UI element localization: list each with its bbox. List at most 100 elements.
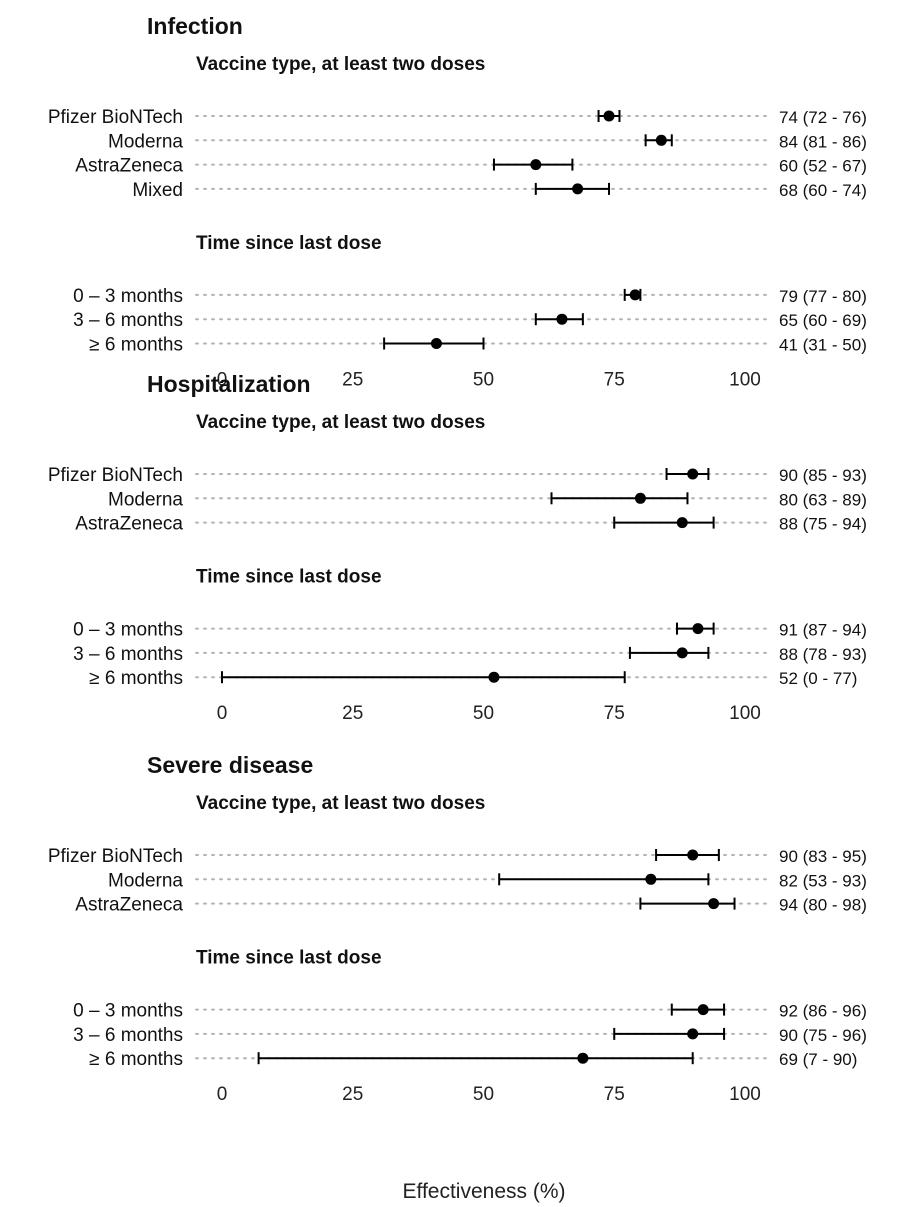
forest-row: AstraZeneca 94 (80 - 98) [75, 895, 867, 916]
forest-panels: Infection Vaccine type, at least two dose… [48, 13, 867, 1105]
x-tick-label: 50 [473, 1084, 494, 1105]
forest-row: Moderna 82 (53 - 93) [108, 870, 867, 891]
panel-1: Infection Vaccine type, at least two dose… [48, 13, 867, 391]
row-value: 91 (87 - 94) [779, 621, 867, 640]
row-label: Pfizer BioNTech [48, 107, 183, 128]
point-estimate [676, 647, 688, 659]
x-tick-label: 50 [473, 703, 494, 724]
point-estimate [634, 492, 646, 504]
x-tick-label: 75 [604, 370, 625, 391]
forest-row: Pfizer BioNTech 74 (72 - 76) [48, 107, 867, 128]
row-label: AstraZeneca [75, 895, 183, 916]
row-label: Moderna [108, 489, 183, 510]
x-tick-label: 75 [604, 1084, 625, 1105]
point-estimate [530, 159, 542, 171]
row-value: 80 (63 - 89) [779, 490, 867, 509]
forest-row: 3 – 6 months 65 (60 - 69) [73, 310, 867, 331]
x-tick-label: 100 [729, 1084, 761, 1105]
panel-title: Hospitalization [147, 371, 311, 397]
forest-row: ≥ 6 months 41 (31 - 50) [89, 335, 867, 356]
point-estimate [655, 134, 667, 146]
forest-row: 0 – 3 months 79 (77 - 80) [73, 286, 867, 307]
row-group: Time since last dose 0 – 3 months 91 (87 -… [73, 567, 867, 690]
point-estimate [687, 1028, 699, 1040]
row-label: Pfizer BioNTech [48, 846, 183, 867]
group-title: Time since last dose [196, 567, 382, 588]
group-title: Time since last dose [196, 233, 382, 254]
x-axis: 0 25 50 75 100 [217, 370, 761, 391]
x-axis-title: Effectiveness (%) [402, 1180, 565, 1203]
forest-row: 0 – 3 months 91 (87 - 94) [73, 620, 867, 641]
x-tick-label: 0 [217, 703, 228, 724]
forest-row: 3 – 6 months 90 (75 - 96) [73, 1025, 867, 1046]
panel-title: Severe disease [147, 752, 313, 778]
x-tick-label: 0 [217, 370, 228, 391]
group-title: Vaccine type, at least two doses [196, 412, 485, 433]
point-estimate [697, 1004, 709, 1016]
row-label: Moderna [108, 870, 183, 891]
panel-title: Infection [147, 13, 243, 39]
x-tick-label: 25 [342, 1084, 363, 1105]
row-label: 3 – 6 months [73, 1025, 183, 1046]
x-tick-label: 50 [473, 370, 494, 391]
row-value: 69 (7 - 90) [779, 1050, 857, 1069]
row-label: 0 – 3 months [73, 620, 183, 641]
point-estimate [692, 623, 704, 635]
row-group: Vaccine type, at least two doses Pfizer B… [48, 54, 867, 201]
group-title: Vaccine type, at least two doses [196, 54, 485, 75]
row-label: AstraZeneca [75, 156, 183, 177]
row-value: 88 (75 - 94) [779, 515, 867, 534]
point-estimate [556, 313, 568, 325]
x-tick-label: 75 [604, 703, 625, 724]
row-value: 74 (72 - 76) [779, 108, 867, 127]
x-axis: 0 25 50 75 100 [217, 1084, 761, 1105]
row-value: 90 (83 - 95) [779, 847, 867, 866]
forest-row: ≥ 6 months 69 (7 - 90) [89, 1049, 857, 1070]
row-value: 79 (77 - 80) [779, 287, 867, 306]
panel-2: Hospitalization Vaccine type, at least tw… [48, 371, 867, 724]
point-estimate [708, 898, 720, 910]
point-estimate [488, 671, 500, 683]
row-label: Pfizer BioNTech [48, 465, 183, 486]
row-label: ≥ 6 months [89, 335, 183, 356]
x-tick-label: 100 [729, 370, 761, 391]
point-estimate [645, 873, 657, 885]
row-group: Time since last dose 0 – 3 months 79 (77 -… [73, 233, 867, 356]
row-label: AstraZeneca [75, 514, 183, 535]
point-estimate [572, 183, 584, 195]
forest-row: Pfizer BioNTech 90 (85 - 93) [48, 465, 867, 486]
row-label: 3 – 6 months [73, 644, 183, 665]
row-value: 90 (85 - 93) [779, 466, 867, 485]
forest-row: Pfizer BioNTech 90 (83 - 95) [48, 846, 867, 867]
group-title: Time since last dose [196, 948, 382, 969]
row-group: Time since last dose 0 – 3 months 92 (86 -… [73, 948, 867, 1071]
row-value: 92 (86 - 96) [779, 1002, 867, 1021]
row-value: 52 (0 - 77) [779, 669, 857, 688]
row-value: 88 (78 - 93) [779, 645, 867, 664]
row-value: 41 (31 - 50) [779, 336, 867, 355]
group-title: Vaccine type, at least two doses [196, 793, 485, 814]
row-value: 82 (53 - 93) [779, 871, 867, 890]
point-estimate [603, 110, 615, 122]
row-value: 90 (75 - 96) [779, 1026, 867, 1045]
forest-row: Mixed 68 (60 - 74) [132, 180, 867, 201]
row-value: 68 (60 - 74) [779, 181, 867, 200]
x-tick-label: 25 [342, 703, 363, 724]
x-axis: 0 25 50 75 100 [217, 703, 761, 724]
row-label: ≥ 6 months [89, 1049, 183, 1070]
x-tick-label: 25 [342, 370, 363, 391]
panel-3: Severe disease Vaccine type, at least two… [48, 752, 867, 1105]
row-value: 60 (52 - 67) [779, 157, 867, 176]
forest-row: Moderna 80 (63 - 89) [108, 489, 867, 510]
row-value: 65 (60 - 69) [779, 311, 867, 330]
row-label: 0 – 3 months [73, 1001, 183, 1022]
point-estimate [629, 289, 641, 301]
forest-row: 3 – 6 months 88 (78 - 93) [73, 644, 867, 665]
forest-row: AstraZeneca 60 (52 - 67) [75, 156, 867, 177]
x-tick-label: 100 [729, 703, 761, 724]
row-group: Vaccine type, at least two doses Pfizer B… [48, 412, 867, 535]
forest-row: Moderna 84 (81 - 86) [108, 131, 867, 152]
row-label: 3 – 6 months [73, 310, 183, 331]
point-estimate [687, 468, 699, 480]
forest-row: ≥ 6 months 52 (0 - 77) [89, 668, 857, 689]
